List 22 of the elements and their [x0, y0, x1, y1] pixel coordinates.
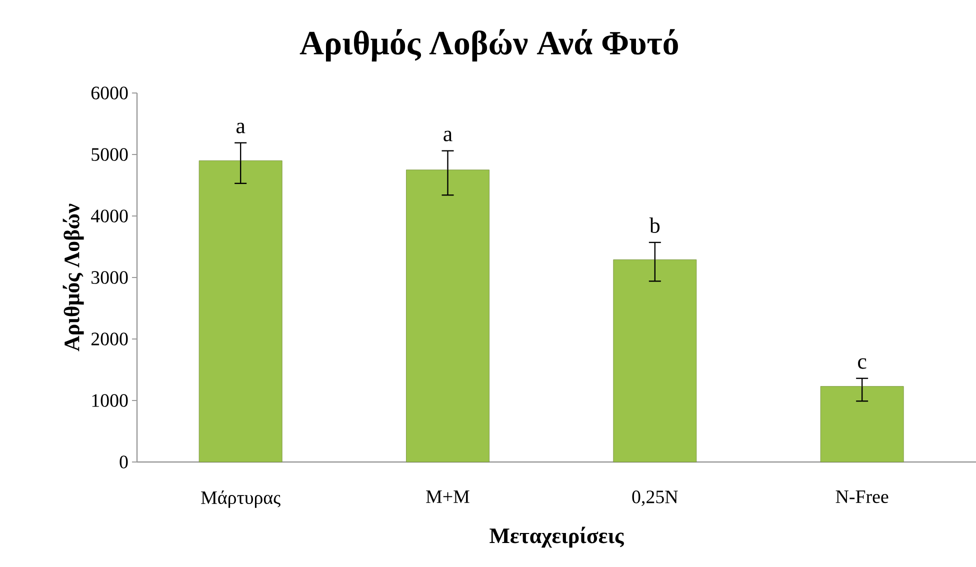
y-tick-label: 0: [120, 456, 128, 468]
bar: [406, 170, 490, 462]
y-tick-label: 4000: [91, 210, 128, 222]
bar: [613, 259, 697, 462]
y-axis-title: Αριθμός Λοβών: [62, 204, 84, 352]
x-tick-label: 0,25Ν: [632, 490, 678, 506]
x-axis-title: Μεταχειρίσεις: [490, 526, 624, 548]
annotation: a: [236, 122, 246, 134]
x-tick-label: Μ+Μ: [426, 490, 470, 503]
annotation: b: [649, 218, 660, 233]
chart-title: Αριθμός Λοβών Ανά Φυτό: [300, 29, 678, 62]
y-tick-label: 3000: [92, 271, 128, 284]
y-tick-label: 2000: [91, 332, 128, 346]
annotation: c: [858, 358, 866, 369]
x-tick-label: Μάρτυρας: [201, 490, 280, 508]
x-tick-label: N-Free: [836, 490, 888, 504]
y-tick-label: 5000: [92, 148, 128, 161]
annotation: a: [444, 130, 452, 142]
bar: [820, 386, 904, 462]
y-tick-label: 6000: [91, 86, 128, 100]
y-tick-label: 1000: [92, 394, 128, 407]
bar: [198, 160, 282, 462]
